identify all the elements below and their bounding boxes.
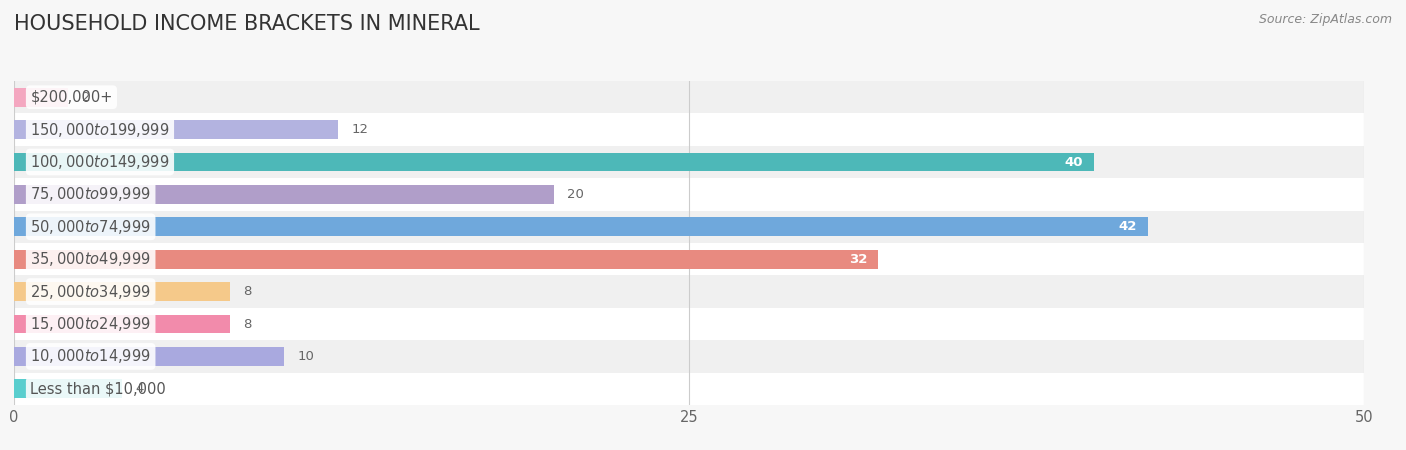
Bar <box>14 88 67 107</box>
Text: $25,000 to $34,999: $25,000 to $34,999 <box>31 283 150 301</box>
Bar <box>14 379 122 398</box>
Bar <box>14 373 1364 405</box>
Text: 8: 8 <box>243 285 252 298</box>
Bar <box>14 81 1364 113</box>
Text: Source: ZipAtlas.com: Source: ZipAtlas.com <box>1258 14 1392 27</box>
Text: Less than $10,000: Less than $10,000 <box>31 381 166 396</box>
Bar <box>14 153 1094 171</box>
Text: $75,000 to $99,999: $75,000 to $99,999 <box>31 185 150 203</box>
Text: 20: 20 <box>568 188 585 201</box>
Bar <box>14 250 877 269</box>
Text: $150,000 to $199,999: $150,000 to $199,999 <box>31 121 170 139</box>
Text: $35,000 to $49,999: $35,000 to $49,999 <box>31 250 150 268</box>
Bar <box>14 340 1364 373</box>
Bar <box>14 308 1364 340</box>
Text: 12: 12 <box>352 123 368 136</box>
Bar <box>14 275 1364 308</box>
Bar <box>14 120 337 139</box>
Text: 32: 32 <box>849 253 868 266</box>
Text: 8: 8 <box>243 318 252 330</box>
Text: 10: 10 <box>298 350 315 363</box>
Text: $100,000 to $149,999: $100,000 to $149,999 <box>31 153 170 171</box>
Bar <box>14 217 1147 236</box>
Text: 2: 2 <box>82 91 90 104</box>
Text: $200,000+: $200,000+ <box>31 90 112 105</box>
Bar <box>14 243 1364 275</box>
Text: 4: 4 <box>135 382 143 395</box>
Bar <box>14 113 1364 146</box>
Bar <box>14 347 284 366</box>
Text: HOUSEHOLD INCOME BRACKETS IN MINERAL: HOUSEHOLD INCOME BRACKETS IN MINERAL <box>14 14 479 33</box>
Bar <box>14 178 1364 211</box>
Text: 42: 42 <box>1119 220 1137 233</box>
Bar <box>14 282 231 301</box>
Text: $15,000 to $24,999: $15,000 to $24,999 <box>31 315 150 333</box>
Bar <box>14 185 554 204</box>
Text: 40: 40 <box>1064 156 1083 168</box>
Bar <box>14 146 1364 178</box>
Text: $10,000 to $14,999: $10,000 to $14,999 <box>31 347 150 365</box>
Bar <box>14 315 231 333</box>
Bar <box>14 211 1364 243</box>
Text: $50,000 to $74,999: $50,000 to $74,999 <box>31 218 150 236</box>
